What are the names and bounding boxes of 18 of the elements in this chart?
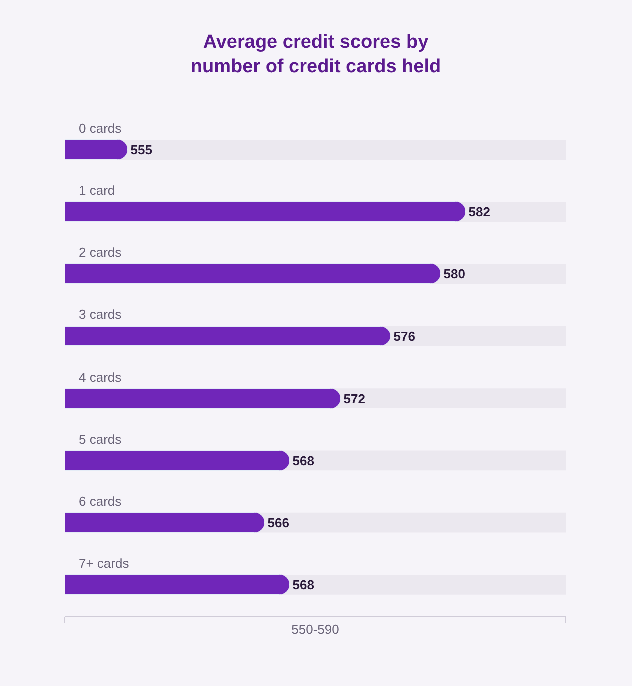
data-label: 580 — [444, 266, 466, 282]
y-tick-label: 7+ cards — [79, 556, 130, 571]
y-tick-label: 2 cards — [79, 245, 122, 260]
data-label: 555 — [130, 142, 152, 158]
y-tick-label: 4 cards — [79, 370, 122, 385]
data-label: 572 — [344, 391, 366, 406]
data-label: 568 — [292, 453, 314, 468]
y-tick-label: 0 cards — [79, 121, 122, 136]
y-tick-label: 5 cards — [79, 432, 122, 447]
chart-title: Average credit scores by number of credit cards held — [190, 32, 442, 78]
data-label: 568 — [292, 577, 314, 592]
y-tick-label: 3 cards — [79, 307, 122, 322]
data-label: 566 — [268, 515, 290, 530]
data-label: 582 — [468, 204, 490, 220]
data-label: 576 — [394, 328, 416, 344]
y-tick-label: 6 cards — [79, 494, 122, 509]
x-axis-title: 550-590 — [292, 622, 340, 637]
y-tick-label: 1 card — [79, 183, 116, 198]
